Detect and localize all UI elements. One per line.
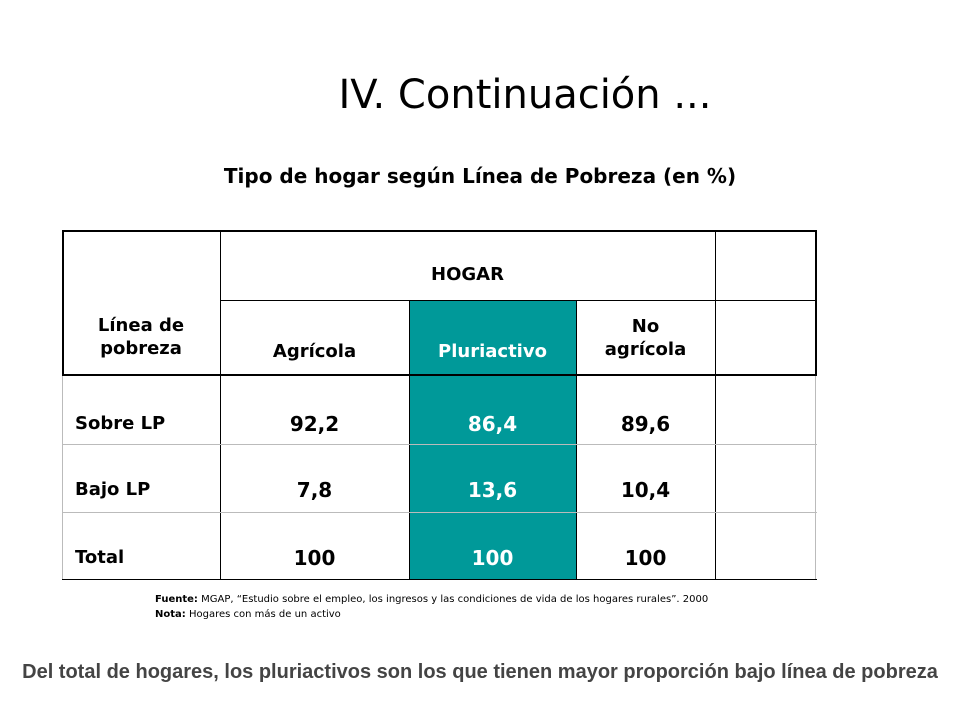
cell-total-agricola: 100 — [293, 546, 336, 570]
col-header-agricola: Agrícola — [272, 341, 357, 363]
divider-agricola — [409, 300, 410, 580]
border-bottom — [62, 579, 817, 580]
divider-group-header — [220, 300, 817, 301]
cell-total-no-agricola: 100 — [624, 546, 667, 570]
source-text: MGAP, “Estudio sobre el empleo, los ingr… — [201, 594, 709, 605]
divider-row-2 — [62, 512, 817, 513]
group-header-hogar: HOGAR — [431, 264, 504, 286]
table-notes: Fuente: MGAP, “Estudio sobre el empleo, … — [155, 592, 708, 622]
note-text: Hogares con más de un activo — [188, 609, 341, 620]
row-label-bajo-lp: Bajo LP — [75, 479, 151, 501]
cell-sobre-agricola: 92,2 — [289, 412, 340, 436]
cell-bajo-no-agricola: 10,4 — [620, 478, 671, 502]
row-header-label: Línea de pobreza — [97, 314, 185, 359]
divider-header-body — [62, 374, 817, 376]
border-left-lower — [62, 376, 63, 580]
row-label-sobre-lp: Sobre LP — [75, 413, 166, 435]
cell-bajo-agricola: 7,8 — [296, 478, 333, 502]
col-header-no-agricola: No agrícola — [604, 315, 687, 360]
border-right — [815, 230, 817, 376]
divider-label-col — [220, 230, 221, 580]
divider-pluriactivo — [576, 300, 577, 580]
divider-no-agricola — [715, 230, 716, 580]
cell-sobre-pluriactivo: 86,4 — [409, 404, 576, 444]
divider-row-1 — [62, 444, 817, 445]
border-top — [62, 230, 817, 232]
note-line: Nota: Hogares con más de un activo — [155, 607, 708, 622]
source-line: Fuente: MGAP, “Estudio sobre el empleo, … — [155, 592, 708, 607]
source-label: Fuente: — [155, 594, 198, 605]
col-header-pluriactivo: Pluriactivo — [409, 330, 576, 374]
note-label: Nota: — [155, 609, 186, 620]
slide-title: IV. Continuación ... — [338, 72, 712, 118]
table-caption: Tipo de hogar según Línea de Pobreza (en… — [223, 164, 737, 188]
row-label-total: Total — [75, 547, 125, 569]
cell-bajo-pluriactivo: 13,6 — [409, 470, 576, 510]
border-left — [62, 230, 64, 376]
conclusion-text: Del total de hogares, los pluriactivos s… — [22, 661, 938, 683]
cell-total-pluriactivo: 100 — [409, 538, 576, 578]
border-right-lower — [815, 376, 816, 580]
cell-sobre-no-agricola: 89,6 — [620, 412, 671, 436]
